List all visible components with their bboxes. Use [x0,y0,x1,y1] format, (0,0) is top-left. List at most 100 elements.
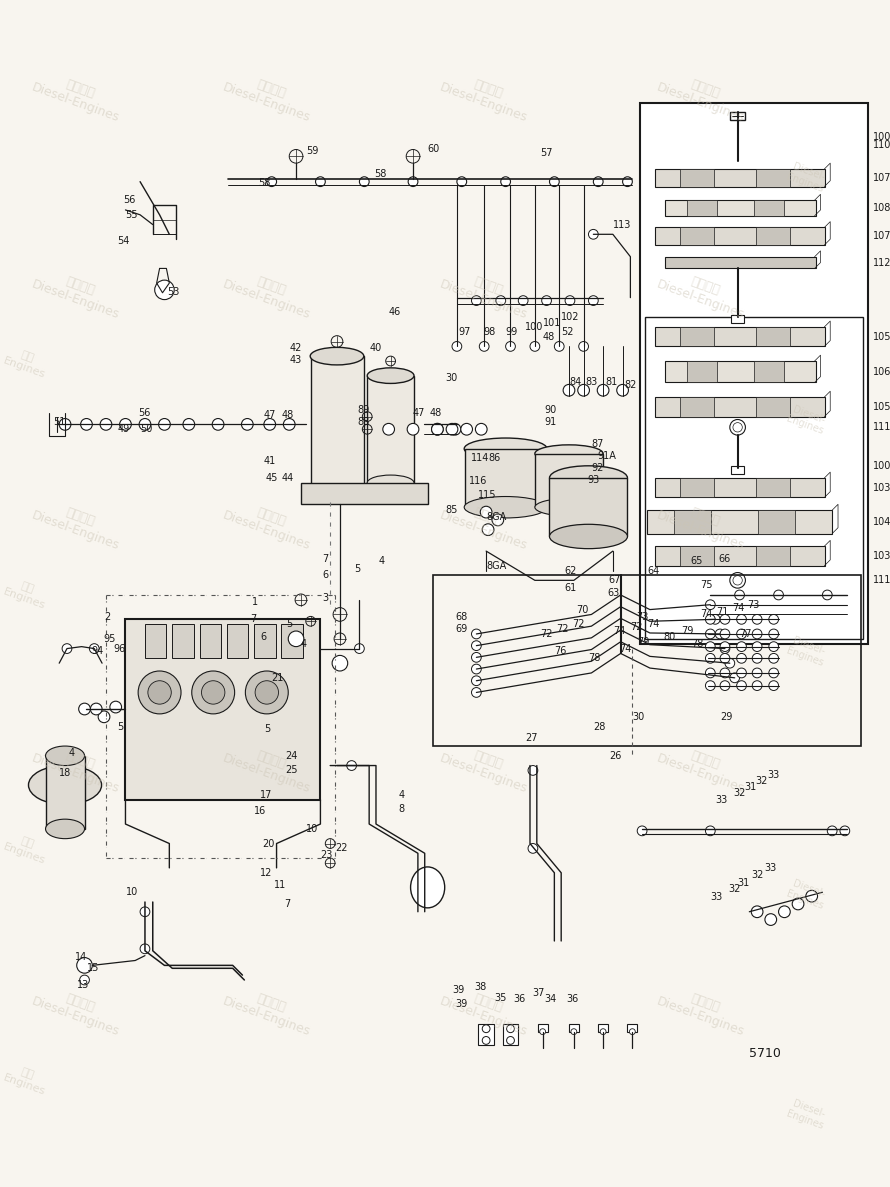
Bar [756,398,790,417]
Text: 85: 85 [445,506,457,515]
Text: 75: 75 [700,580,713,590]
Text: 67: 67 [608,576,620,585]
Bar [756,326,790,347]
Circle shape [720,643,730,654]
Text: 79: 79 [681,626,693,636]
Text: 74: 74 [647,620,659,629]
Bar [730,113,746,120]
Text: 紫发动力
Diesel-Engines: 紫发动力 Diesel-Engines [654,264,751,322]
Text: 33: 33 [764,863,776,872]
Text: 7: 7 [284,899,291,909]
Circle shape [109,702,122,713]
Bar [655,478,825,497]
Text: 26: 26 [609,751,621,761]
Ellipse shape [535,445,603,463]
Bar [125,620,320,800]
Bar [665,361,815,382]
Ellipse shape [410,867,445,908]
Text: 57: 57 [539,148,552,158]
Text: 紫发动力
Diesel-Engines: 紫发动力 Diesel-Engines [437,66,534,125]
Ellipse shape [45,747,85,766]
Text: 116: 116 [468,476,487,485]
Circle shape [263,419,276,430]
Ellipse shape [28,766,101,805]
Text: 6: 6 [260,631,266,642]
Circle shape [354,643,364,654]
Circle shape [492,514,504,526]
Text: 65: 65 [691,556,703,566]
Ellipse shape [549,465,627,490]
Text: 8: 8 [399,805,405,814]
Circle shape [155,280,174,299]
Circle shape [472,687,481,697]
Bar [731,316,744,323]
Bar [758,510,795,533]
Text: 39: 39 [452,985,465,995]
Text: 32: 32 [755,776,767,786]
Text: 8GA: 8GA [486,512,506,522]
Circle shape [563,385,575,396]
Text: 15: 15 [86,964,99,973]
Bar [680,398,714,417]
Circle shape [383,424,394,436]
Text: 78: 78 [691,639,703,649]
Circle shape [81,419,93,430]
Text: 59: 59 [306,146,318,157]
Text: 111: 111 [873,576,890,585]
Bar [731,466,744,474]
Text: 18: 18 [59,768,71,779]
Text: Diesel-
Engines: Diesel- Engines [785,877,829,912]
Circle shape [720,654,730,664]
Text: 24: 24 [286,751,297,761]
Text: 36: 36 [566,995,578,1004]
Circle shape [482,1024,490,1033]
Text: 83: 83 [586,377,598,387]
Circle shape [316,177,325,186]
Circle shape [706,599,716,610]
Circle shape [617,385,628,396]
Text: 43: 43 [289,355,302,366]
Text: 96: 96 [114,643,126,654]
Bar [680,478,714,497]
Text: 113: 113 [613,220,631,229]
Circle shape [706,668,716,678]
Text: 86: 86 [488,453,500,463]
Circle shape [140,907,150,916]
Text: 紫发动力
Diesel-Engines: 紫发动力 Diesel-Engines [29,264,126,322]
Text: 34: 34 [545,995,557,1004]
Circle shape [725,659,734,668]
Text: 101: 101 [543,318,561,328]
Circle shape [792,899,804,909]
Text: 97: 97 [459,326,471,337]
Text: 73: 73 [748,599,760,610]
Text: 紫发动力
Diesel-Engines: 紫发动力 Diesel-Engines [29,738,126,796]
Circle shape [752,680,762,691]
Circle shape [637,826,647,836]
Ellipse shape [45,819,85,839]
Text: 48: 48 [543,331,555,342]
Circle shape [255,680,279,704]
Text: 100: 100 [873,132,890,141]
Bar [655,228,825,245]
Text: 69: 69 [455,624,467,634]
Circle shape [407,424,419,436]
Circle shape [706,629,716,639]
Circle shape [482,523,494,535]
Text: Diesel-
Engines: Diesel- Engines [785,404,829,437]
Text: 53: 53 [167,287,180,297]
Bar [655,169,825,186]
Circle shape [148,680,171,704]
Text: 31: 31 [738,877,750,888]
Bar [647,510,832,533]
Circle shape [730,673,740,683]
Text: 紫发动力
Diesel-Engines: 紫发动力 Diesel-Engines [654,982,751,1039]
Circle shape [432,424,443,436]
Text: 74: 74 [732,603,744,612]
Bar [433,576,862,747]
Circle shape [283,419,295,430]
Circle shape [773,590,783,599]
Circle shape [119,419,132,430]
Circle shape [720,629,730,639]
Circle shape [481,507,492,518]
Bar [754,361,784,382]
